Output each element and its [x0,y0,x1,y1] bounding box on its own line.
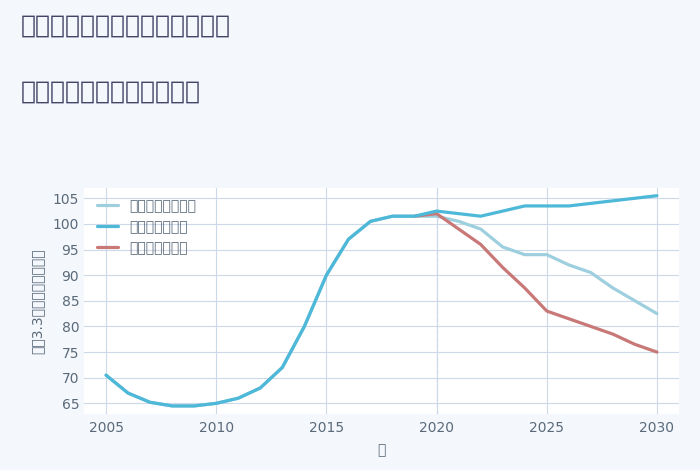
ノーマルシナリオ [168,403,176,409]
ノーマルシナリオ [433,213,441,219]
ノーマルシナリオ [410,213,419,219]
ノーマルシナリオ [366,219,375,224]
グッドシナリオ [366,219,375,224]
ノーマルシナリオ [300,324,309,329]
グッドシナリオ [477,213,485,219]
バッドシナリオ [477,242,485,247]
グッドシナリオ [565,203,573,209]
グッドシナリオ [212,400,220,406]
グッドシナリオ [344,236,353,242]
Line: ノーマルシナリオ: ノーマルシナリオ [106,216,657,406]
グッドシナリオ [498,208,507,214]
グッドシナリオ [300,324,309,329]
バッドシナリオ [521,285,529,291]
バッドシナリオ [587,324,595,329]
グッドシナリオ [389,213,397,219]
グッドシナリオ [168,403,176,409]
バッドシナリオ [653,349,662,355]
グッドシナリオ [234,395,242,401]
グッドシナリオ [410,213,419,219]
バッドシナリオ [454,226,463,232]
ノーマルシナリオ [102,372,110,378]
Legend: ノーマルシナリオ, グッドシナリオ, バッドシナリオ: ノーマルシナリオ, グッドシナリオ, バッドシナリオ [97,199,196,255]
グッドシナリオ [653,193,662,198]
Line: グッドシナリオ: グッドシナリオ [106,196,657,406]
グッドシナリオ [609,198,617,204]
ノーマルシナリオ [653,311,662,316]
ノーマルシナリオ [631,298,639,304]
Line: バッドシナリオ: バッドシナリオ [414,214,657,352]
グッドシナリオ [521,203,529,209]
グッドシナリオ [454,211,463,217]
グッドシナリオ [433,208,441,214]
グッドシナリオ [102,372,110,378]
バッドシナリオ [565,316,573,321]
グッドシナリオ [190,403,198,409]
ノーマルシナリオ [278,365,286,370]
ノーマルシナリオ [124,390,132,396]
ノーマルシナリオ [609,285,617,291]
グッドシナリオ [124,390,132,396]
ノーマルシナリオ [190,403,198,409]
ノーマルシナリオ [565,262,573,268]
Text: 中古マンションの価格推移: 中古マンションの価格推移 [21,80,201,104]
グッドシナリオ [146,400,154,405]
グッドシナリオ [322,272,330,278]
X-axis label: 年: 年 [377,443,386,457]
ノーマルシナリオ [234,395,242,401]
バッドシナリオ [542,308,551,314]
ノーマルシナリオ [477,226,485,232]
ノーマルシナリオ [322,272,330,278]
ノーマルシナリオ [389,213,397,219]
ノーマルシナリオ [521,252,529,258]
バッドシナリオ [498,265,507,270]
ノーマルシナリオ [454,219,463,224]
ノーマルシナリオ [344,236,353,242]
グッドシナリオ [256,385,265,391]
ノーマルシナリオ [146,400,154,405]
ノーマルシナリオ [498,244,507,250]
バッドシナリオ [609,331,617,337]
グッドシナリオ [631,196,639,201]
バッドシナリオ [631,342,639,347]
ノーマルシナリオ [542,252,551,258]
ノーマルシナリオ [587,270,595,275]
グッドシナリオ [542,203,551,209]
グッドシナリオ [278,365,286,370]
バッドシナリオ [433,211,441,217]
Text: 福岡県築上郡築上町上ノ河内の: 福岡県築上郡築上町上ノ河内の [21,14,231,38]
Y-axis label: 坪（3.3㎡）単価（万円）: 坪（3.3㎡）単価（万円） [30,248,44,353]
バッドシナリオ [410,213,419,219]
ノーマルシナリオ [212,400,220,406]
グッドシナリオ [587,201,595,206]
ノーマルシナリオ [256,385,265,391]
